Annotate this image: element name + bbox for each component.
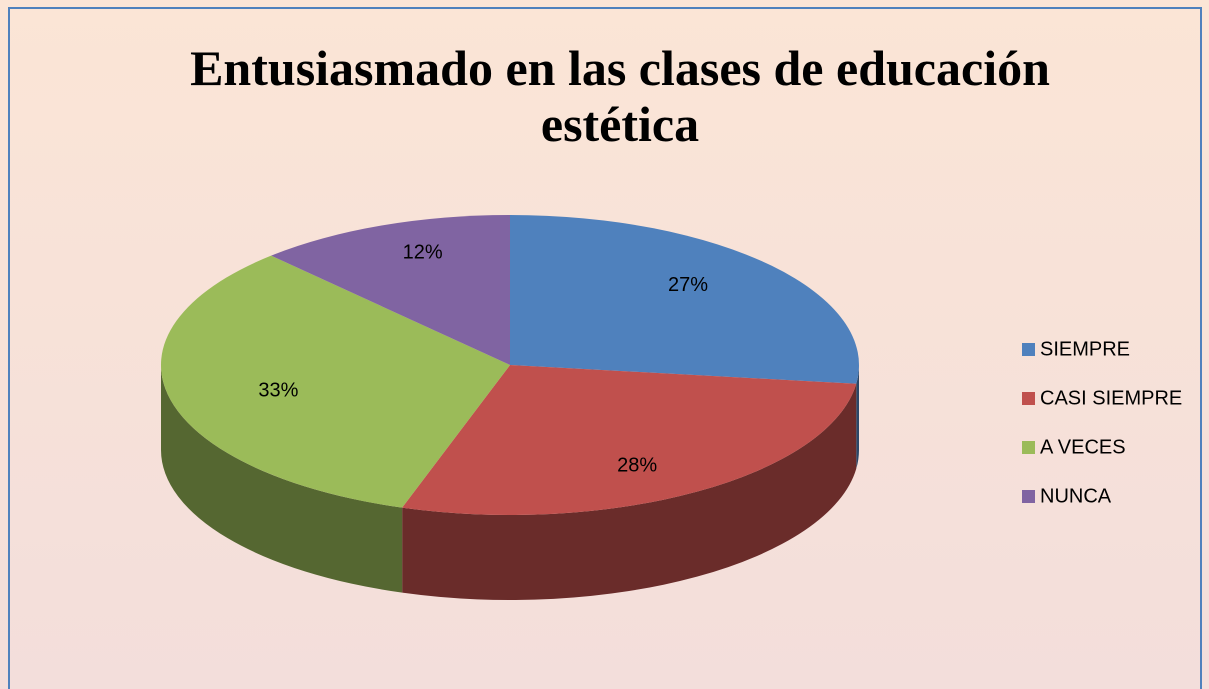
slice [160, 255, 510, 508]
legend-swatch [1022, 392, 1035, 405]
legend-label: NUNCA [1040, 485, 1112, 507]
slice [510, 214, 860, 384]
legend-swatch [1022, 441, 1035, 454]
legend-swatch [1022, 490, 1035, 503]
slice-side [856, 365, 859, 469]
data-label: 12% [403, 242, 443, 264]
slice-side [402, 383, 857, 601]
slice-side [161, 365, 403, 593]
data-label: 27% [668, 274, 708, 296]
data-label: 33% [258, 379, 298, 401]
chart-frame [8, 7, 1202, 689]
slice [402, 365, 857, 516]
legend-label: A VECES [1040, 436, 1126, 458]
chart-title: Entusiasmado en las clases de educación … [190, 40, 1050, 152]
slice [271, 214, 510, 365]
legend-swatch [1022, 343, 1035, 356]
legend-label: CASI SIEMPRE [1040, 387, 1182, 409]
legend-label: SIEMPRE [1040, 338, 1130, 360]
data-label: 28% [617, 455, 657, 477]
